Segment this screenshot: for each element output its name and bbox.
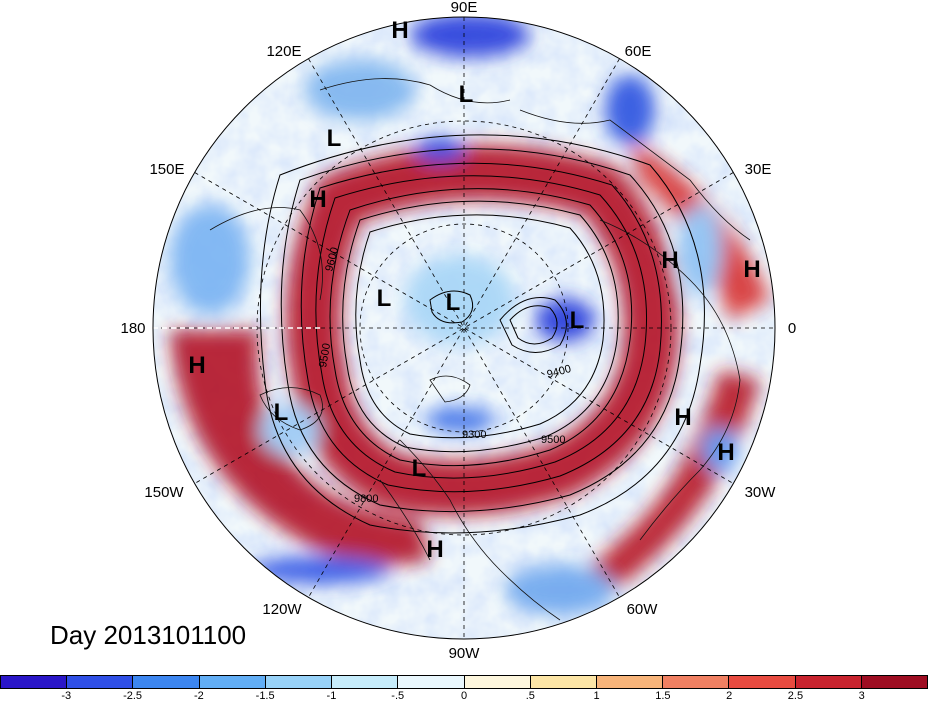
high-marker: H xyxy=(426,536,443,563)
lon-label-0: 0 xyxy=(788,320,796,337)
high-marker: H xyxy=(309,186,326,213)
high-marker: H xyxy=(717,439,734,466)
coastlines xyxy=(209,78,751,621)
low-marker: L xyxy=(446,289,461,316)
colorbar-tick-label: -.5 xyxy=(391,690,405,702)
colorbar-swatch xyxy=(265,676,333,688)
colorbar-tick-label: -3 xyxy=(61,690,72,702)
lon-label-150e: 150E xyxy=(149,161,184,178)
colorbar-swatch xyxy=(199,676,266,688)
low-marker: L xyxy=(377,285,392,312)
high-marker: H xyxy=(743,256,760,283)
colorbar-swatch xyxy=(464,676,531,688)
colorbar-tick-label: 1 xyxy=(593,690,600,702)
map-title: Day 2013101100 xyxy=(50,620,247,650)
colorbar-tick-label: .5 xyxy=(525,690,535,702)
colorbar-swatch xyxy=(795,676,862,688)
lon-label-60e: 60E xyxy=(625,43,652,60)
lon-label-120w: 120W xyxy=(262,601,302,618)
longitude-labels: 90E 60E 30E 0 30W 60W 90W 120W 150W 180 … xyxy=(120,0,796,662)
globe-boundary xyxy=(152,16,776,640)
contour-label: 9800 xyxy=(354,493,378,505)
lon-label-60w: 60W xyxy=(627,601,659,618)
colorbar-tick-labels: -3 -2.5 -2 -1.5 -1 -.5 0 .5 1 1.5 2 2.5 3 xyxy=(0,690,928,702)
colorbar-tick-label: 2 xyxy=(726,690,733,702)
colorbar-swatch xyxy=(663,676,730,688)
colorbar-swatch xyxy=(133,676,200,688)
colorbar-swatch xyxy=(729,676,796,688)
lon-label-150w: 150W xyxy=(144,484,184,501)
lon-label-180: 180 xyxy=(120,320,145,337)
lon-label-30e: 30E xyxy=(745,161,772,178)
colorbar-tick-label: 0 xyxy=(460,690,468,702)
polar-stereographic-map: 90E 60E 30E 0 30W 60W 90W 120W 150W 180 … xyxy=(120,0,796,662)
high-marker: H xyxy=(391,17,408,44)
low-marker: L xyxy=(327,125,342,152)
colorbar-swatch xyxy=(398,676,465,688)
contour-label: 9500 xyxy=(317,342,333,368)
high-marker: H xyxy=(674,404,691,431)
colorbar-swatch xyxy=(596,676,664,688)
colorbar-swatch xyxy=(530,676,597,688)
lon-label-90e: 90E xyxy=(451,0,478,16)
colorbar-swatch xyxy=(1,676,68,688)
contour-label: 9500 xyxy=(541,434,565,446)
colorbar-tick-label: -2.5 xyxy=(123,690,143,702)
colorbar-swatch xyxy=(67,676,134,688)
low-marker: L xyxy=(570,307,585,334)
high-marker: H xyxy=(188,352,205,379)
lon-label-30w: 30W xyxy=(745,484,777,501)
colorbar xyxy=(0,675,928,689)
lon-label-90w: 90W xyxy=(449,645,481,662)
colorbar-swatch xyxy=(332,676,399,688)
colorbar-swatch xyxy=(861,676,928,688)
high-marker: H xyxy=(661,247,678,274)
low-marker: L xyxy=(274,399,289,426)
colorbar-tick-label: -1 xyxy=(326,690,337,702)
colorbar-tick-label: 1.5 xyxy=(655,690,671,702)
low-marker: L xyxy=(459,81,474,108)
low-marker: L xyxy=(412,455,427,482)
colorbar-tick-label: -2 xyxy=(193,690,204,702)
colorbar-tick-label: 2.5 xyxy=(787,690,804,702)
lon-label-120e: 120E xyxy=(266,43,301,60)
height-contours xyxy=(259,134,705,534)
contour-label: 9300 xyxy=(462,429,486,441)
colorbar-tick-label: 3 xyxy=(858,690,865,702)
pressure-markers: H L L H L L L H H H L H H L H xyxy=(188,17,760,563)
colorbar-tick-label: -1.5 xyxy=(255,690,275,702)
